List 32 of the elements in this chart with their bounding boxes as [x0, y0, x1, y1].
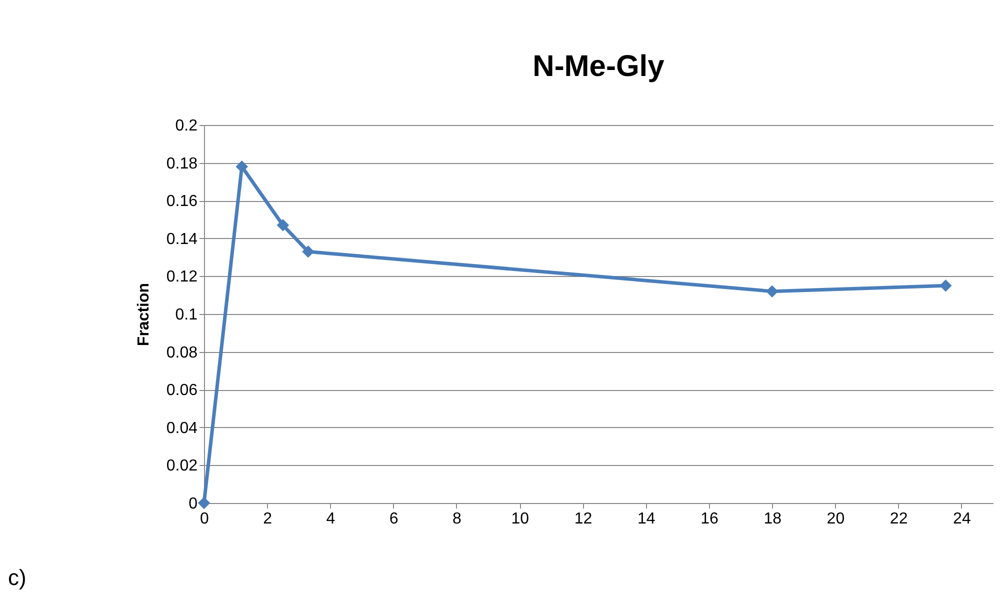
- y-tick-label: 0.12: [166, 268, 198, 286]
- point: [276, 219, 290, 232]
- point: [302, 246, 314, 258]
- point: [198, 496, 210, 510]
- x-tick-label: 2: [263, 510, 272, 528]
- x-tick-label: 16: [700, 510, 718, 528]
- x-tick-label: 8: [452, 510, 462, 528]
- y-tick-label: 0.02: [166, 458, 198, 475]
- text: c): [8, 565, 26, 590]
- x-tick-label: 18: [764, 510, 782, 528]
- x-tick-label: 22: [890, 510, 908, 528]
- y-tick-label: 0.06: [166, 382, 198, 400]
- y-tick-label: 0.2: [175, 118, 198, 134]
- y-axis-title: Fraction: [135, 282, 152, 346]
- point: [766, 285, 778, 298]
- y-tick-label: 0.14: [166, 230, 198, 248]
- y-tick-label: 0: [188, 496, 198, 512]
- x-tick-label: 0: [200, 510, 210, 528]
- x-tick-label: 4: [326, 510, 336, 528]
- chart-title: N-Me-Gly: [532, 50, 665, 83]
- x-tick-label: 20: [826, 510, 845, 528]
- x-tick-label: 24: [953, 510, 971, 528]
- y-tick-label: 0.16: [166, 193, 198, 210]
- point: [940, 280, 952, 292]
- x-tick-label: 12: [574, 510, 592, 528]
- y-tick-label: 0.18: [166, 155, 198, 172]
- y-tick-label: 0.08: [166, 344, 198, 362]
- y-tick-label: 0.04: [166, 420, 198, 437]
- x-tick-label: 6: [389, 510, 398, 528]
- x-tick-label: 14: [637, 510, 656, 528]
- y-tick-label: 0.1: [175, 306, 198, 324]
- x-tick-label: 10: [511, 510, 530, 528]
